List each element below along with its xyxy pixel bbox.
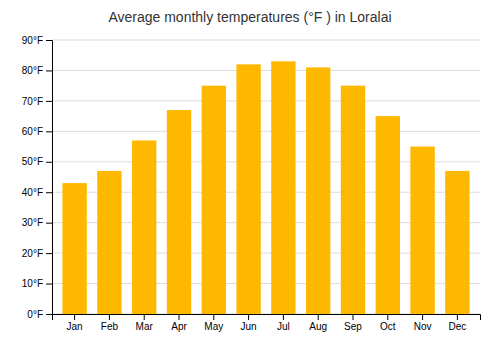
tick-label: Apr — [171, 321, 187, 332]
tick-label: 90°F — [22, 35, 43, 46]
tick-mark — [46, 131, 52, 132]
tick: Oct — [380, 314, 396, 332]
bar — [62, 183, 86, 314]
tick-label: Jun — [241, 321, 257, 332]
tick-label: Sep — [344, 321, 362, 332]
bar — [306, 67, 330, 314]
tick-mark — [248, 314, 249, 320]
tick-label: 70°F — [22, 96, 43, 107]
tick: 0°F — [27, 309, 52, 320]
tick: 50°F — [22, 156, 52, 167]
tick-label: May — [204, 321, 223, 332]
bars — [62, 61, 469, 314]
tick-mark — [46, 40, 52, 41]
grid-line — [52, 40, 480, 41]
bar — [341, 86, 365, 314]
tick-mark — [283, 314, 284, 320]
tick-mark — [387, 314, 388, 320]
bar — [236, 64, 260, 314]
tick: May — [204, 314, 223, 332]
tick-mark — [109, 314, 110, 320]
bar — [410, 147, 434, 314]
axis-line — [46, 41, 53, 315]
tick-label: 80°F — [22, 65, 43, 76]
tick: Aug — [309, 314, 327, 332]
tick-mark — [46, 253, 52, 254]
bar — [376, 116, 400, 314]
tick: 40°F — [22, 187, 52, 198]
tick: 20°F — [22, 248, 52, 259]
bar — [271, 61, 295, 314]
tick-mark — [422, 314, 423, 320]
grid-line — [52, 70, 480, 71]
bar — [445, 171, 469, 314]
tick: Jul — [277, 314, 290, 332]
tick: Feb — [101, 314, 119, 332]
grid-line — [52, 131, 480, 132]
tick-mark — [46, 192, 52, 193]
tick-label: Jan — [67, 321, 83, 332]
tick: 70°F — [22, 96, 52, 107]
tick-mark — [144, 314, 145, 320]
tick: Sep — [344, 314, 362, 332]
tick-label: 30°F — [22, 217, 43, 228]
axis-line — [53, 315, 481, 321]
tick-label: 60°F — [22, 126, 43, 137]
tick-label: 40°F — [22, 187, 43, 198]
tick: 90°F — [22, 35, 52, 46]
bar — [202, 86, 226, 314]
tick-label: Dec — [448, 321, 466, 332]
chart: Average monthly temperatures (°F ) in Lo… — [0, 0, 500, 350]
tick-mark — [318, 314, 319, 320]
tick-label: Jul — [277, 321, 290, 332]
tick: Jun — [241, 314, 257, 332]
tick-mark — [46, 223, 52, 224]
tick: 10°F — [22, 278, 52, 289]
grid — [52, 40, 480, 314]
tick-mark — [74, 314, 75, 320]
tick-mark — [46, 162, 52, 163]
tick-mark — [179, 314, 180, 320]
tick-mark — [46, 284, 52, 285]
tick-label: Oct — [380, 321, 396, 332]
tick: Nov — [414, 314, 432, 332]
tick-mark — [457, 314, 458, 320]
bar — [167, 110, 191, 314]
tick: Mar — [136, 314, 154, 332]
tick-label: 0°F — [27, 309, 43, 320]
tick-mark — [213, 314, 214, 320]
tick-label: Aug — [309, 321, 327, 332]
tick-label: Nov — [414, 321, 432, 332]
plot: 0°F 10°F 20°F 30°F 40°F 50°F 60°F 70°F 80°F 90°F J… — [22, 35, 481, 332]
bar — [132, 140, 156, 314]
tick-mark — [46, 314, 52, 315]
bar — [97, 171, 121, 314]
tick-label: Feb — [101, 321, 119, 332]
tick: Dec — [448, 314, 466, 332]
tick-mark — [46, 101, 52, 102]
grid-line — [52, 100, 480, 101]
tick: Apr — [171, 314, 187, 332]
tick-label: 50°F — [22, 156, 43, 167]
title: Average monthly temperatures (°F ) in Lo… — [108, 9, 391, 25]
tick-label: 20°F — [22, 248, 43, 259]
tick-mark — [46, 70, 52, 71]
tick: 60°F — [22, 126, 52, 137]
tick: Jan — [67, 314, 83, 332]
tick: 80°F — [22, 65, 52, 76]
x-axis: Jan Feb Mar Apr May Jun Jul Aug Sep Oct Nov Dec — [53, 314, 481, 332]
tick-label: Mar — [136, 321, 154, 332]
tick-label: 10°F — [22, 278, 43, 289]
y-axis: 0°F 10°F 20°F 30°F 40°F 50°F 60°F 70°F 80°F 90°F — [22, 35, 53, 320]
tick: 30°F — [22, 217, 52, 228]
tick-mark — [352, 314, 353, 320]
